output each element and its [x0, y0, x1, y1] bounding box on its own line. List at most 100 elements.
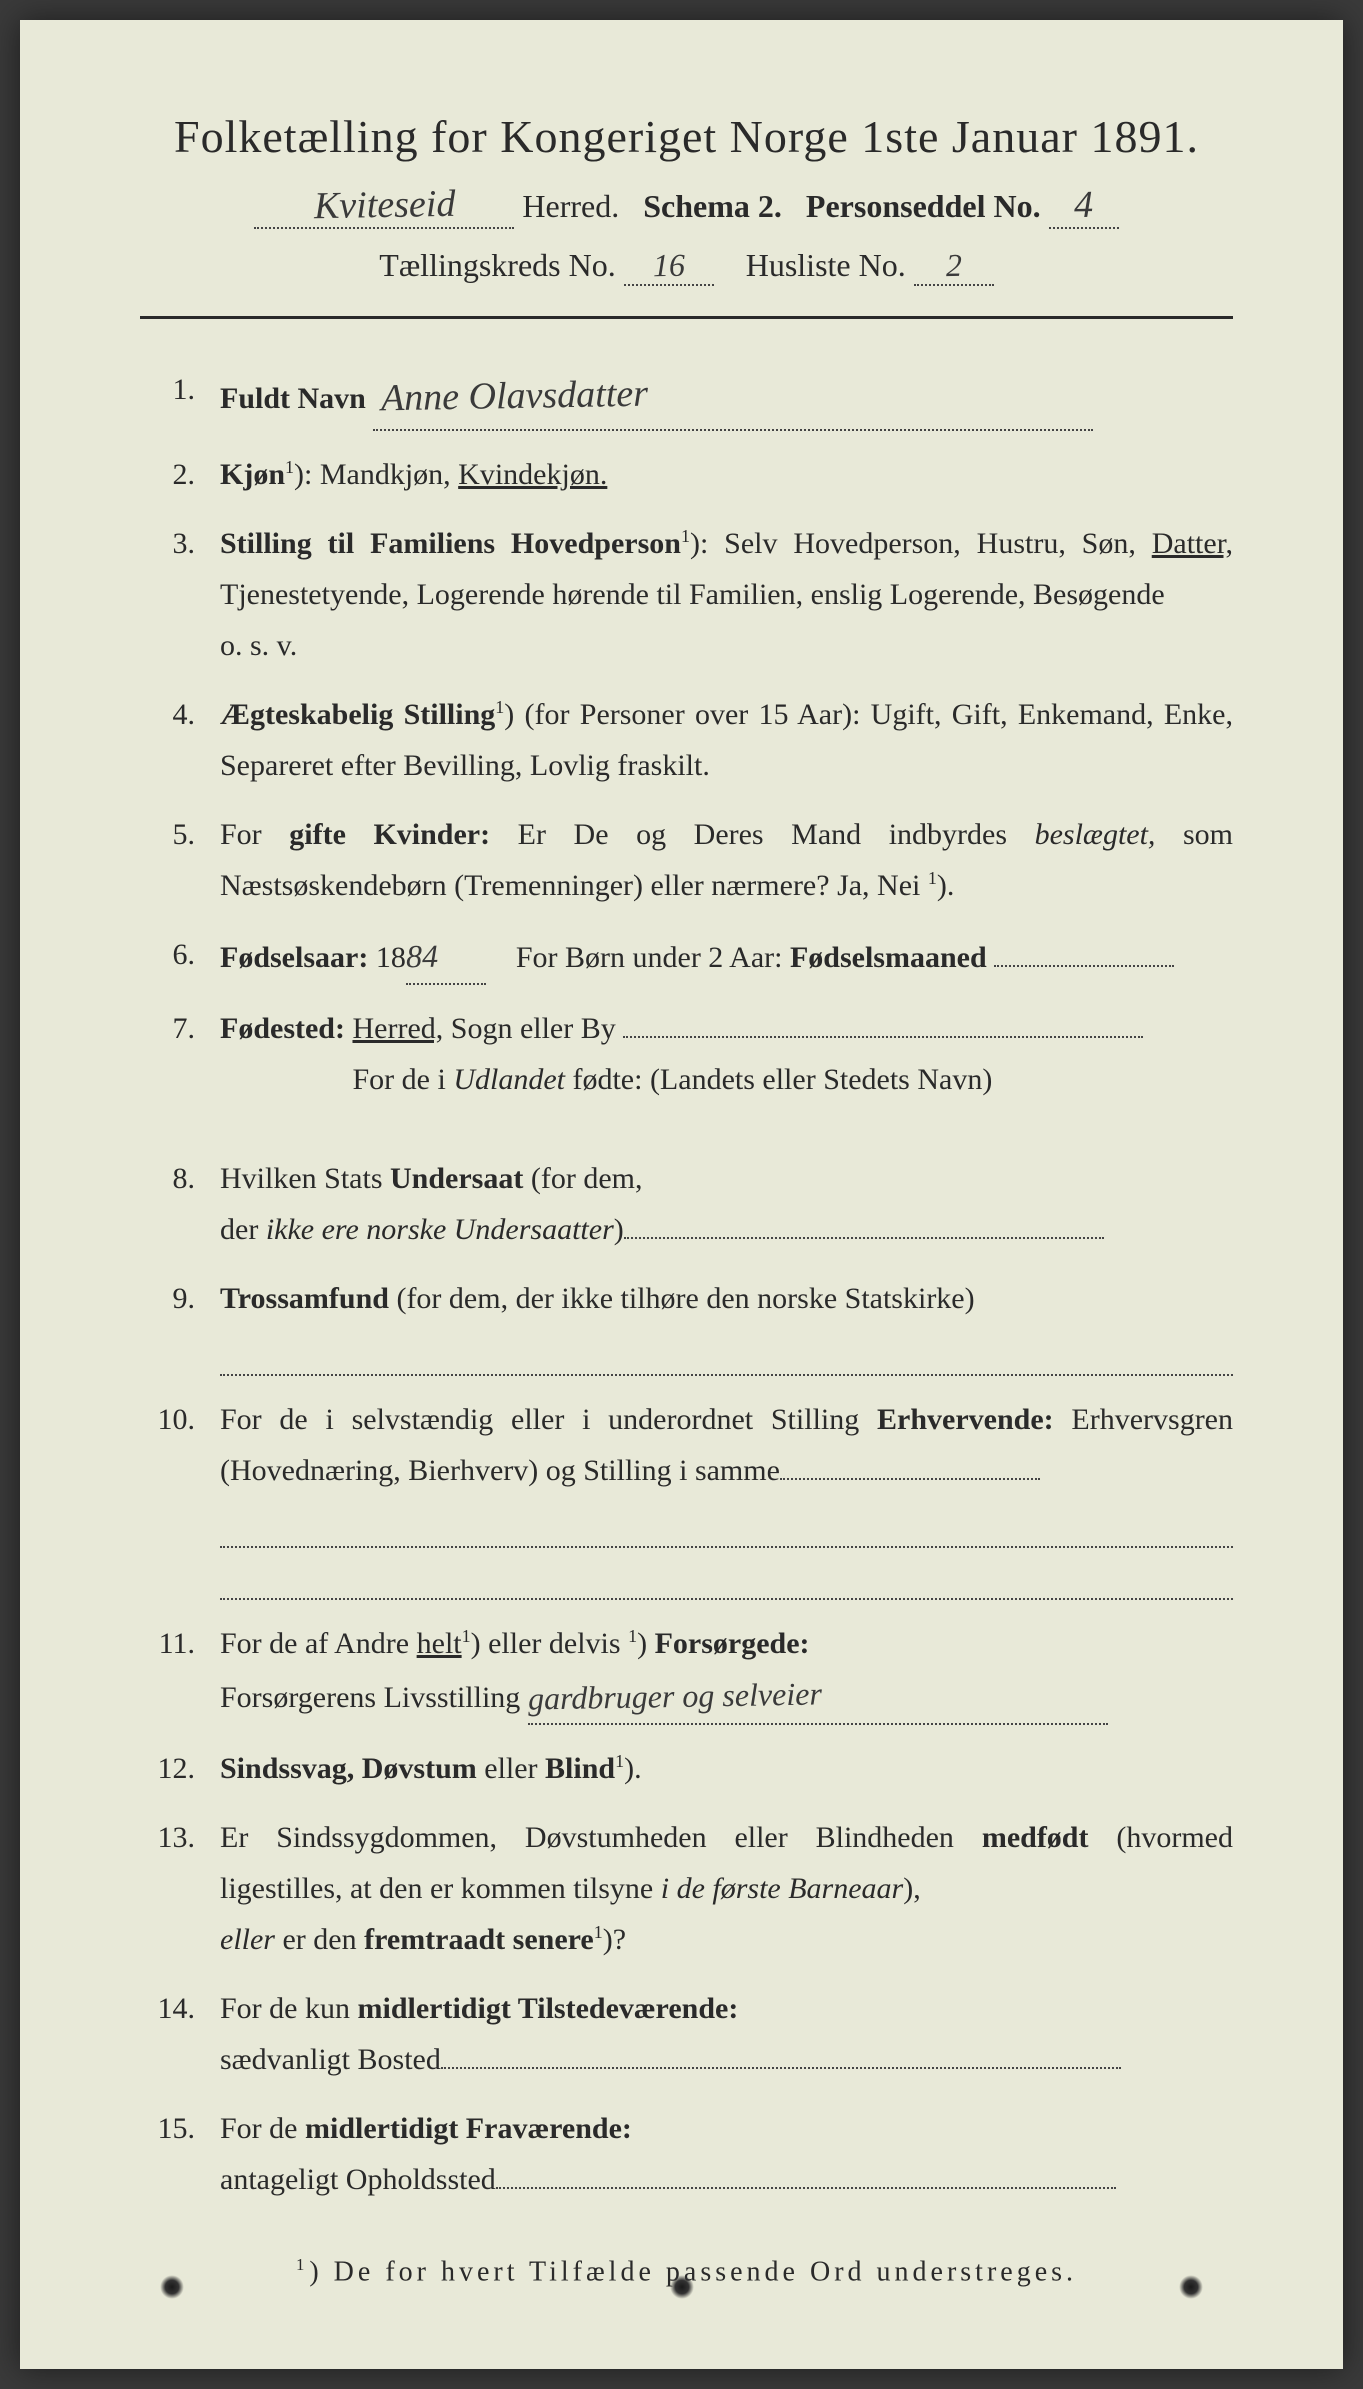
sup: 1	[495, 697, 504, 717]
italic: ikke ere norske Undersaatter	[266, 1213, 614, 1246]
row-num: 1.	[150, 364, 220, 415]
row-14: 14. For de kun midlertidigt Tilstedevære…	[150, 1983, 1233, 2085]
row-num: 4.	[150, 689, 220, 740]
text: (for dem,	[523, 1162, 642, 1195]
bold: Undersaat	[390, 1162, 523, 1195]
header-line-1: Kviteseid Herred. Schema 2. Personseddel…	[140, 183, 1233, 229]
italic: i de første Barneaar	[661, 1872, 903, 1905]
text: fødte: (Landets eller Stedets Navn)	[565, 1063, 992, 1096]
bold: Trossamfund	[220, 1282, 389, 1315]
pinhole-icon	[670, 2275, 694, 2299]
row-num: 12.	[150, 1743, 220, 1794]
text: Er De og Deres Mand indbyrdes	[490, 818, 1035, 851]
divider	[140, 316, 1233, 319]
row-11: 11. For de af Andre helt1) eller delvis …	[150, 1618, 1233, 1725]
label: Stilling til Familiens Hovedperson	[220, 527, 681, 560]
row-1: 1. Fuldt Navn Anne Olavsdatter	[150, 364, 1233, 431]
bold: Forsørgede:	[655, 1627, 810, 1660]
schema-label: Schema 2.	[643, 188, 782, 224]
bold: Fødselsmaaned	[790, 941, 987, 974]
underlined: helt	[417, 1627, 462, 1660]
row-num: 11.	[150, 1618, 220, 1669]
sup: 1	[615, 1751, 624, 1771]
row-12: 12. Sindssvag, Døvstum eller Blind1).	[150, 1743, 1233, 1794]
row-9: 9. Trossamfund (for dem, der ikke tilhør…	[150, 1273, 1233, 1376]
italic: beslægtet,	[1035, 818, 1156, 851]
row-num: 8.	[150, 1153, 220, 1204]
row-num: 7.	[150, 1003, 220, 1054]
header-line-2: Tællingskreds No. 16 Husliste No. 2	[140, 247, 1233, 286]
herred-handwritten: Kviteseid	[313, 182, 455, 228]
text: Hvilken Stats	[220, 1162, 390, 1195]
row-10: 10. For de i selvstændig eller i underor…	[150, 1394, 1233, 1600]
row-13: 13. Er Sindssygdommen, Døvstumheden elle…	[150, 1812, 1233, 1965]
name-handwritten: Anne Olavsdatter	[380, 362, 648, 431]
livsstilling-hw: gardbruger og selveier	[527, 1666, 822, 1726]
text: For de i	[352, 1063, 453, 1096]
text: ),	[903, 1872, 921, 1905]
italic: Udlandet	[453, 1063, 565, 1096]
text: ): Selv Hovedperson, Hustru, Søn,	[690, 527, 1136, 560]
bold: gifte Kvinder:	[289, 818, 490, 851]
year-hw: 84	[405, 928, 438, 983]
text: (for dem, der ikke tilhøre den norske St…	[389, 1282, 975, 1315]
kreds-no: 16	[652, 247, 685, 285]
label: Fødested:	[220, 1012, 345, 1045]
row-num: 2.	[150, 449, 220, 500]
footnote-sup: 1	[296, 2255, 309, 2274]
sup: 1	[285, 457, 294, 477]
text: For	[220, 818, 289, 851]
underlined-value: Kvindekjøn.	[458, 458, 607, 491]
year-prefix: 18	[368, 941, 406, 974]
row-3: 3. Stilling til Familiens Hovedperson1):…	[150, 518, 1233, 671]
bold: medfødt	[982, 1821, 1089, 1854]
sup: 1	[681, 526, 690, 546]
bold: Sindssvag, Døvstum	[220, 1752, 477, 1785]
text: ) eller delvis	[471, 1627, 628, 1660]
text: Forsørgerens Livsstilling	[220, 1681, 520, 1714]
text: antageligt Opholdssted	[220, 2163, 496, 2196]
underlined-value: Herred,	[352, 1012, 443, 1045]
text: For de	[220, 2112, 305, 2145]
row-2: 2. Kjøn1): Mandkjøn, Kvindekjøn.	[150, 449, 1233, 500]
text: For de kun	[220, 1992, 358, 2025]
row-8: 8. Hvilken Stats Undersaat (for dem, der…	[150, 1153, 1233, 1255]
text: For de af Andre	[220, 1627, 417, 1660]
sup: 1	[462, 1626, 471, 1646]
personseddel-no: 4	[1074, 183, 1094, 227]
row-5: 5. For gifte Kvinder: Er De og Deres Man…	[150, 809, 1233, 911]
row-num: 15.	[150, 2103, 220, 2154]
sup: 1	[628, 1626, 637, 1646]
text: Tjenestetyende, Logerende hørende til Fa…	[220, 578, 1165, 611]
husliste-label: Husliste No.	[746, 247, 906, 283]
row-num: 3.	[150, 518, 220, 569]
text: ): Mandkjøn,	[294, 458, 458, 491]
underlined-value: Datter,	[1152, 527, 1233, 560]
text: ).	[624, 1752, 642, 1785]
italic: eller	[220, 1923, 275, 1956]
pinhole-icon	[1179, 2275, 1203, 2299]
bold: midlertidigt Tilstedeværende:	[358, 1992, 739, 2025]
pinhole-icon	[160, 2275, 184, 2299]
text: der	[220, 1213, 266, 1246]
label: Ægteskabelig Stilling	[220, 698, 495, 731]
text: )?	[603, 1923, 626, 1956]
label: Fuldt Navn	[220, 382, 366, 415]
text: o. s. v.	[220, 629, 297, 662]
row-num: 13.	[150, 1812, 220, 1863]
text: sædvanligt Bosted	[220, 2043, 441, 2076]
row-15: 15. For de midlertidigt Fraværende: anta…	[150, 2103, 1233, 2205]
text: Sogn eller By	[443, 1012, 616, 1045]
husliste-no: 2	[945, 247, 962, 284]
row-num: 9.	[150, 1273, 220, 1324]
sup: 1	[928, 868, 937, 888]
sup: 1	[594, 1922, 603, 1942]
bold: fremtraadt senere	[364, 1923, 594, 1956]
label: Kjøn	[220, 458, 285, 491]
row-num: 6.	[150, 929, 220, 980]
text: For Børn under 2 Aar:	[516, 941, 790, 974]
row-6: 6. Fødselsaar: 1884 For Børn under 2 Aar…	[150, 929, 1233, 985]
personseddel-label: Personseddel No.	[806, 188, 1041, 224]
text: eller	[477, 1752, 545, 1785]
row-num: 5.	[150, 809, 220, 860]
